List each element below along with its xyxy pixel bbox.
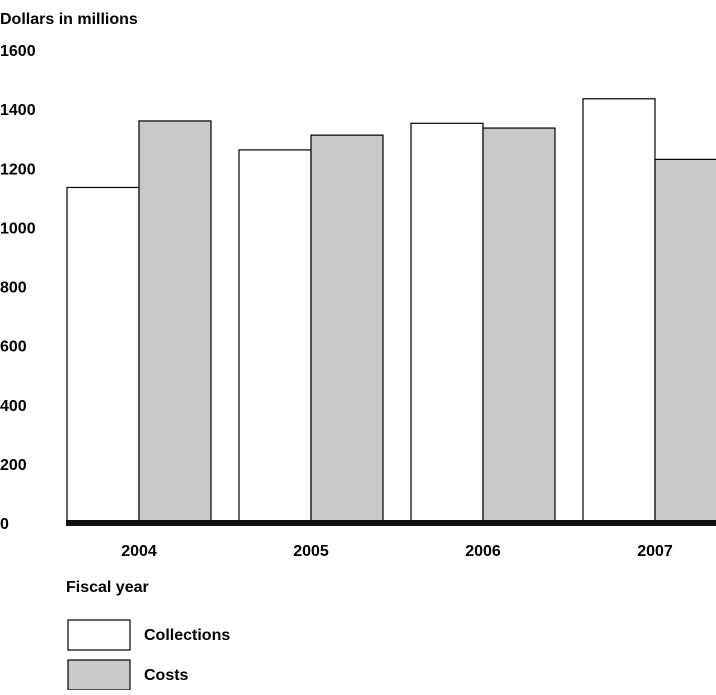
bar-costs-2007 <box>654 158 716 524</box>
legend-label-collections: Collections <box>144 627 230 644</box>
x-axis-label: Fiscal year <box>66 579 149 596</box>
bar-costs-2005 <box>310 134 384 524</box>
bar-collections-2007 <box>582 98 656 524</box>
bar-collections-2006 <box>410 122 484 524</box>
x-tick-label: 2007 <box>637 543 673 560</box>
y-tick-label: 400 <box>0 398 27 415</box>
x-tick-label: 2004 <box>121 543 157 560</box>
y-tick-label: 600 <box>0 339 27 356</box>
legend: Collections Costs <box>67 619 230 691</box>
y-tick-label: 1600 <box>0 43 36 60</box>
x-tick-label: 2005 <box>293 543 329 560</box>
y-tick-label: 1400 <box>0 102 36 119</box>
y-tick-label: 1000 <box>0 220 36 237</box>
x-tick-labels: 2004 2005 2006 2007 <box>121 543 673 560</box>
y-tick-label: 800 <box>0 280 27 297</box>
bar-collections-2004 <box>66 186 140 524</box>
x-tick-label: 2006 <box>465 543 501 560</box>
bar-costs-2006 <box>482 127 556 524</box>
x-axis-line <box>66 520 716 526</box>
bar-collections-2005 <box>238 149 312 524</box>
bar-costs-2004 <box>138 120 212 524</box>
y-tick-label: 0 <box>0 516 9 533</box>
bars <box>66 98 716 524</box>
legend-swatch-collections <box>67 619 131 651</box>
y-tick-label: 200 <box>0 457 27 474</box>
legend-swatch-costs <box>67 659 131 691</box>
y-tick-label: 1200 <box>0 161 36 178</box>
legend-label-costs: Costs <box>144 667 189 684</box>
y-tick-labels: 0 200 400 600 800 1000 1200 1400 1600 <box>0 43 36 533</box>
y-axis-label: Dollars in millions <box>0 11 138 28</box>
